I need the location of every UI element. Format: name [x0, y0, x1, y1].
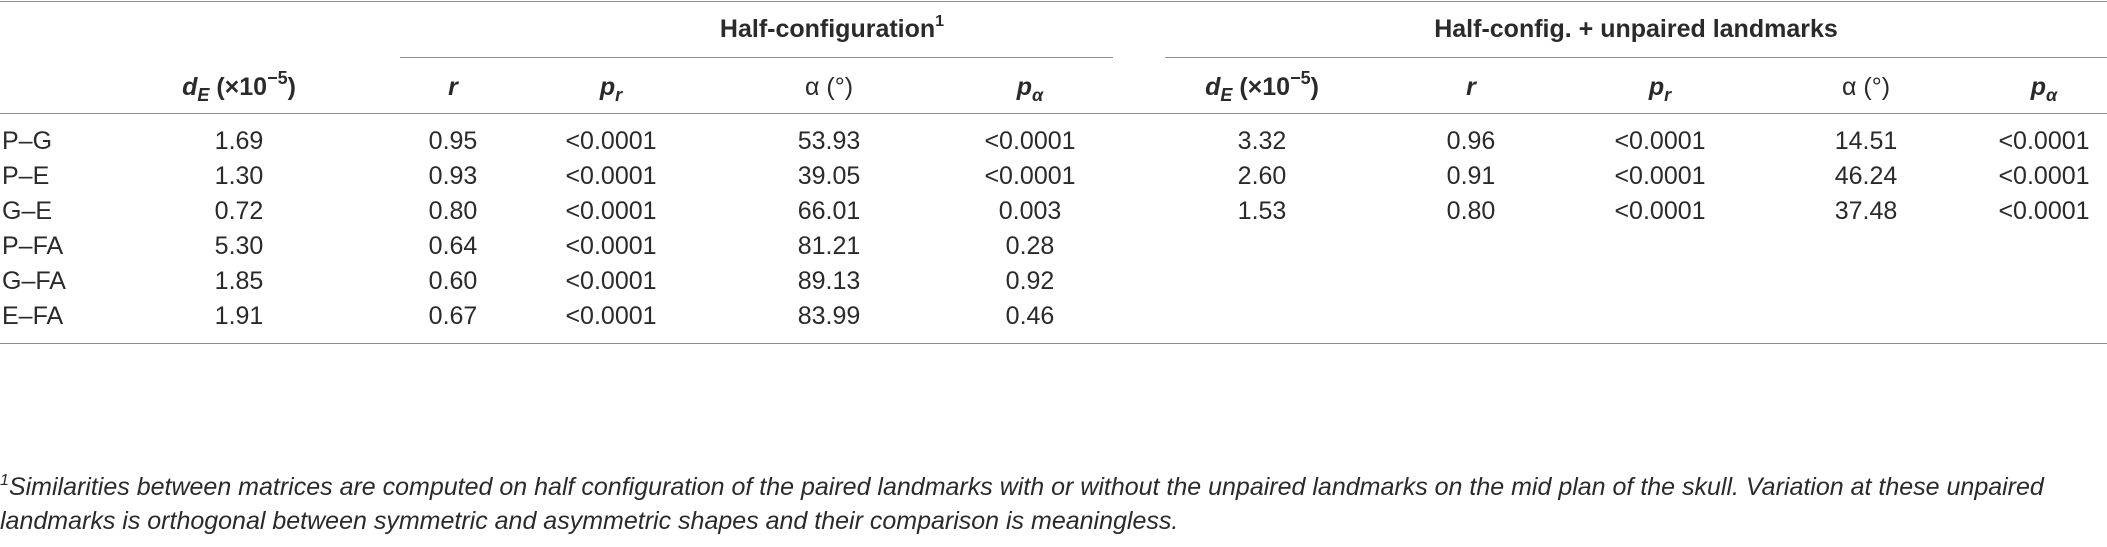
group-header-unpaired: Half-config. + unpaired landmarks [1434, 15, 1838, 44]
table-cell-unpaired: 0.91 [1446, 162, 1496, 190]
table-cell-half: 0.003 [998, 197, 1062, 225]
pr-subscript: r [615, 85, 623, 105]
dE-unit-close: ) [1310, 73, 1319, 101]
pr-base-text: p [599, 73, 616, 101]
footnote-text: Similarities between matrices are comput… [0, 473, 2044, 535]
dE-subscript: E [1220, 85, 1233, 105]
table-cell-half: <0.0001 [565, 162, 657, 190]
table-cell-unpaired: <0.0001 [1998, 162, 2090, 190]
table-cell-half: 1.85 [214, 267, 264, 295]
col-header-palpha-2: pα [2030, 72, 2058, 105]
table-cell-half: 0.92 [1005, 267, 1055, 295]
header-rule [0, 113, 2107, 114]
top-rule [0, 1, 2107, 2]
table-cell-half: <0.0001 [565, 197, 657, 225]
col-header-r-2: r [1466, 72, 1476, 102]
pr-base-text: p [1648, 73, 1665, 101]
table-cell-half: 1.30 [214, 162, 264, 190]
col-header-pr: pr [599, 72, 623, 105]
table-cell-unpaired: <0.0001 [1998, 197, 2090, 225]
r-text: r [448, 73, 458, 101]
table-cell-half: 0.72 [214, 197, 264, 225]
table-cell-half: 0.64 [428, 232, 478, 260]
col-header-alpha-2: α (°) [1842, 72, 1890, 102]
table-cell-half: 0.93 [428, 162, 478, 190]
palpha-base-text: p [2030, 73, 2047, 101]
table-cell-half: 1.69 [214, 127, 264, 155]
group-rule-unpaired [1165, 57, 2107, 58]
table-cell-half: 0.67 [428, 302, 478, 330]
dE-unit-close: ) [287, 73, 296, 101]
table-cell-unpaired: <0.0001 [1614, 162, 1706, 190]
table-cell-half: 39.05 [797, 162, 861, 190]
footnote-mark: 1 [0, 472, 9, 489]
table-cell-half: <0.0001 [565, 127, 657, 155]
dE-unit-open: (×10 [1232, 73, 1291, 101]
dE-base-text: d [182, 73, 198, 101]
alpha-text: α (°) [804, 73, 854, 101]
r-text: r [1466, 73, 1476, 101]
table-cell-half: 0.80 [428, 197, 478, 225]
col-header-dE: dE (×10−5) [182, 69, 296, 105]
table-cell-half: <0.0001 [984, 127, 1076, 155]
table-cell-half: 0.28 [1005, 232, 1055, 260]
table-cell-unpaired: 46.24 [1834, 162, 1898, 190]
palpha-subscript: α [1032, 85, 1044, 105]
row-label: P–G [2, 127, 53, 155]
table-cell-half: 81.21 [797, 232, 861, 260]
body-bottom-rule [0, 343, 2107, 344]
table-cell-unpaired: <0.0001 [1614, 197, 1706, 225]
dE-unit-open: (×10 [209, 73, 268, 101]
dE-unit-exponent: −5 [267, 68, 288, 88]
table-cell-unpaired: 37.48 [1834, 197, 1898, 225]
col-header-pr-2: pr [1648, 72, 1672, 105]
table-cell-half: 1.91 [214, 302, 264, 330]
table-cell-half: 83.99 [797, 302, 861, 330]
table-cell-half: <0.0001 [565, 267, 657, 295]
table-cell-unpaired: 1.53 [1237, 197, 1287, 225]
row-label: G–FA [2, 267, 66, 295]
table-cell-half: 66.01 [797, 197, 861, 225]
col-header-alpha: α (°) [805, 72, 853, 102]
footnote: 1Similarities between matrices are compu… [0, 470, 2095, 538]
table-cell-unpaired: 0.80 [1446, 197, 1496, 225]
row-label: E–FA [2, 302, 64, 330]
dE-unit-exponent: −5 [1290, 68, 1311, 88]
alpha-text: α (°) [1841, 73, 1891, 101]
row-label: P–E [2, 162, 50, 190]
group-header-unpaired-label: Half-config. + unpaired landmarks [1434, 15, 1838, 43]
col-header-r: r [448, 72, 458, 102]
table-cell-half: <0.0001 [565, 232, 657, 260]
group-rule-half [400, 57, 1113, 58]
col-header-palpha: pα [1016, 72, 1044, 105]
dE-base-text: d [1205, 73, 1221, 101]
table-cell-half: 89.13 [797, 267, 861, 295]
table-cell-half: 53.93 [797, 127, 861, 155]
table-cell-half: 5.30 [214, 232, 264, 260]
table-cell-half: 0.60 [428, 267, 478, 295]
table-cell-unpaired: <0.0001 [1614, 127, 1706, 155]
table-cell-half: <0.0001 [984, 162, 1076, 190]
palpha-base-text: p [1016, 73, 1033, 101]
table-cell-unpaired: 3.32 [1237, 127, 1287, 155]
table-cell-half: <0.0001 [565, 302, 657, 330]
table-cell-unpaired: 0.96 [1446, 127, 1496, 155]
row-label: G–E [2, 197, 53, 225]
group-header-half-note: 1 [935, 13, 945, 30]
group-header-half-label: Half-configuration [719, 15, 936, 43]
dE-subscript: E [197, 85, 210, 105]
group-header-half: Half-configuration1 [719, 13, 945, 44]
pr-subscript: r [1664, 85, 1672, 105]
table-cell-half: 0.46 [1005, 302, 1055, 330]
palpha-subscript: α [2046, 85, 2058, 105]
table-cell-unpaired: 2.60 [1237, 162, 1287, 190]
table-cell-unpaired: 14.51 [1834, 127, 1898, 155]
row-label: P–FA [2, 232, 64, 260]
col-header-dE-2: dE (×10−5) [1205, 69, 1319, 105]
table-cell-half: 0.95 [428, 127, 478, 155]
table-cell-unpaired: <0.0001 [1998, 127, 2090, 155]
